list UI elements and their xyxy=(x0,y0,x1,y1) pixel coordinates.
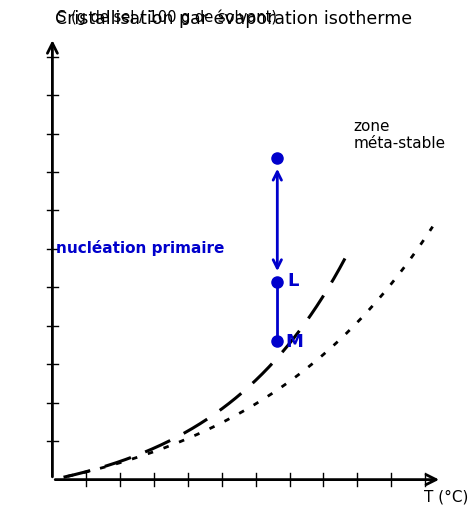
Text: L: L xyxy=(288,271,299,290)
Text: S (g de sel / 100 g de solvant): S (g de sel / 100 g de solvant) xyxy=(57,9,277,24)
Text: Cristallisation par évaporation isotherme: Cristallisation par évaporation isotherm… xyxy=(55,9,412,27)
Text: nucléation primaire: nucléation primaire xyxy=(56,240,225,256)
Text: zone
méta-stable: zone méta-stable xyxy=(354,119,446,151)
Text: T (°C): T (°C) xyxy=(424,490,469,505)
Text: M: M xyxy=(286,333,303,351)
